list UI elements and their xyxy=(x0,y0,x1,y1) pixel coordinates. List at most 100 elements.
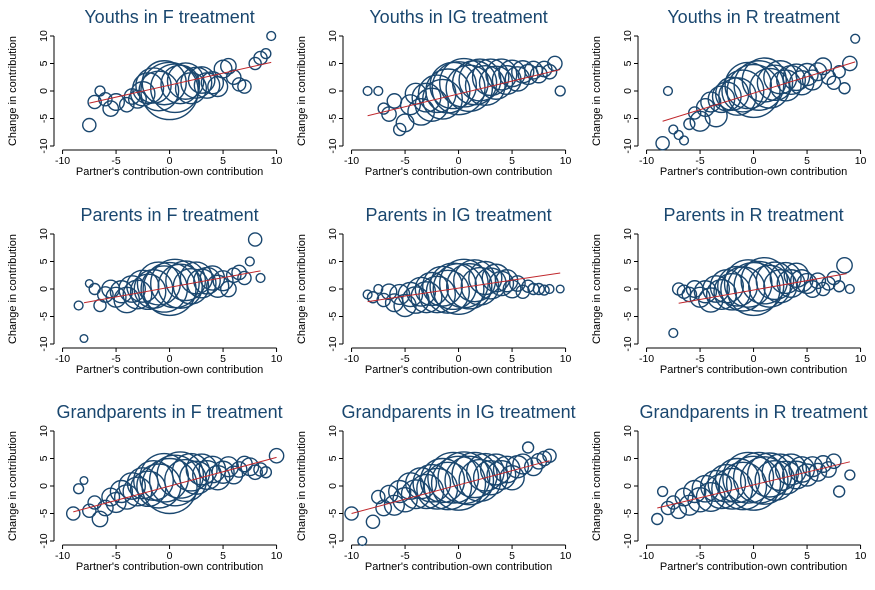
bubble-point xyxy=(423,461,473,511)
bubble-point xyxy=(768,460,803,495)
bubble-point xyxy=(422,78,464,120)
bubble-point xyxy=(133,460,175,502)
y-tick-label: -5 xyxy=(327,114,339,123)
y-tick-label: -10 xyxy=(622,533,634,548)
x-tick-label: -10 xyxy=(344,155,359,167)
y-tick-label: 0 xyxy=(38,88,50,94)
x-tick-label: 0 xyxy=(167,353,173,365)
bubble-point xyxy=(140,265,189,313)
bubble-point xyxy=(96,499,114,517)
fit-line xyxy=(89,61,272,104)
x-tick-label: -5 xyxy=(111,550,120,562)
bubble-point xyxy=(783,262,810,289)
bubble-point xyxy=(427,451,480,504)
x-tick-label: 0 xyxy=(456,353,462,365)
y-tick-label: 5 xyxy=(622,60,634,66)
bubble-point xyxy=(801,456,824,478)
x-tick-label: -5 xyxy=(400,353,409,365)
bubble-point xyxy=(157,263,203,309)
panel-title: Grandparents in F treatment xyxy=(57,402,283,422)
panel-title: Youths in R treatment xyxy=(667,7,839,27)
bubble-point xyxy=(96,286,114,303)
x-tick-label: 10 xyxy=(560,155,572,167)
bubble-point xyxy=(471,58,510,97)
bubble-point xyxy=(380,283,398,301)
x-tick-label: 5 xyxy=(804,155,810,167)
bubble-point xyxy=(102,100,120,118)
bubble-point xyxy=(478,65,514,100)
bubble-point xyxy=(366,291,380,304)
bubble-point xyxy=(820,461,837,478)
x-axis-title: Partner's contribution-own contribution xyxy=(365,166,552,178)
bubble-point xyxy=(179,261,213,295)
x-tick-label: -5 xyxy=(400,155,409,167)
bubble-point xyxy=(769,261,802,295)
x-tick-label: 5 xyxy=(804,550,810,562)
bubble-point xyxy=(808,62,828,82)
x-tick-label: 10 xyxy=(560,550,572,562)
y-tick-label: -10 xyxy=(622,138,634,153)
y-axis-title: Change in contribution xyxy=(296,234,308,344)
bubble-point xyxy=(138,70,180,112)
y-tick-label: 10 xyxy=(622,425,634,437)
bubble-point xyxy=(512,453,534,475)
bubble-point xyxy=(485,58,518,91)
fit-line xyxy=(657,461,850,509)
x-tick-label: 0 xyxy=(456,550,462,562)
x-tick-label: -5 xyxy=(695,550,704,562)
bubble-point xyxy=(388,479,412,504)
bubble-point xyxy=(542,448,557,464)
y-tick-label: -10 xyxy=(38,138,50,153)
bubble-point xyxy=(541,63,558,80)
bubble-point xyxy=(761,453,800,492)
y-tick-label: 10 xyxy=(38,425,50,437)
bubble-point xyxy=(756,64,794,102)
x-axis-title: Partner's contribution-own contribution xyxy=(76,364,263,376)
y-tick-label: -5 xyxy=(327,509,339,518)
bubble-point xyxy=(432,263,485,316)
bubble-point xyxy=(826,75,842,91)
panel-title: Youths in F treatment xyxy=(84,7,254,27)
y-tick-label: 0 xyxy=(622,286,634,292)
bubble-point xyxy=(844,283,855,295)
bubble-point xyxy=(838,82,851,95)
x-tick-label: 10 xyxy=(271,550,283,562)
bubble-point xyxy=(722,451,775,504)
y-tick-label: 0 xyxy=(327,88,339,94)
bubble-point xyxy=(237,270,252,286)
bubble-point xyxy=(529,65,548,84)
bubble-point xyxy=(200,71,225,95)
bubble-point xyxy=(714,76,750,111)
x-tick-label: 0 xyxy=(456,155,462,167)
x-tick-label: -10 xyxy=(639,353,654,365)
x-tick-label: -10 xyxy=(55,155,70,167)
fit-line xyxy=(367,69,561,117)
bubble-point xyxy=(821,276,836,291)
bubble-point xyxy=(445,64,494,113)
bubble-point xyxy=(431,61,486,116)
bubble-point xyxy=(683,117,696,131)
bubble-point xyxy=(268,447,285,464)
bubble-point xyxy=(499,464,525,491)
bubble-point xyxy=(160,64,201,105)
x-tick-label: -10 xyxy=(55,353,70,365)
bubble-point xyxy=(87,495,102,510)
bubble-point xyxy=(260,47,272,60)
x-tick-label: -5 xyxy=(400,550,409,562)
bubble-point xyxy=(212,270,234,292)
bubble-point xyxy=(714,457,761,504)
bubble-point xyxy=(156,451,205,499)
y-tick-label: 10 xyxy=(622,228,634,240)
y-tick-label: 5 xyxy=(327,60,339,66)
bubble-point xyxy=(344,506,359,521)
y-tick-label: -5 xyxy=(622,509,634,518)
bubble-point xyxy=(725,455,782,511)
fit-line xyxy=(678,273,847,304)
panel-8: Grandparents in R treatment -10 -5 0 5 10 -10 -… xyxy=(591,402,868,573)
bubble-point xyxy=(206,274,230,298)
bubble-point xyxy=(795,62,819,87)
bubble-point xyxy=(656,485,669,498)
bubble-point xyxy=(673,129,684,141)
bubble-point xyxy=(724,61,773,110)
x-tick-label: -10 xyxy=(639,155,654,167)
